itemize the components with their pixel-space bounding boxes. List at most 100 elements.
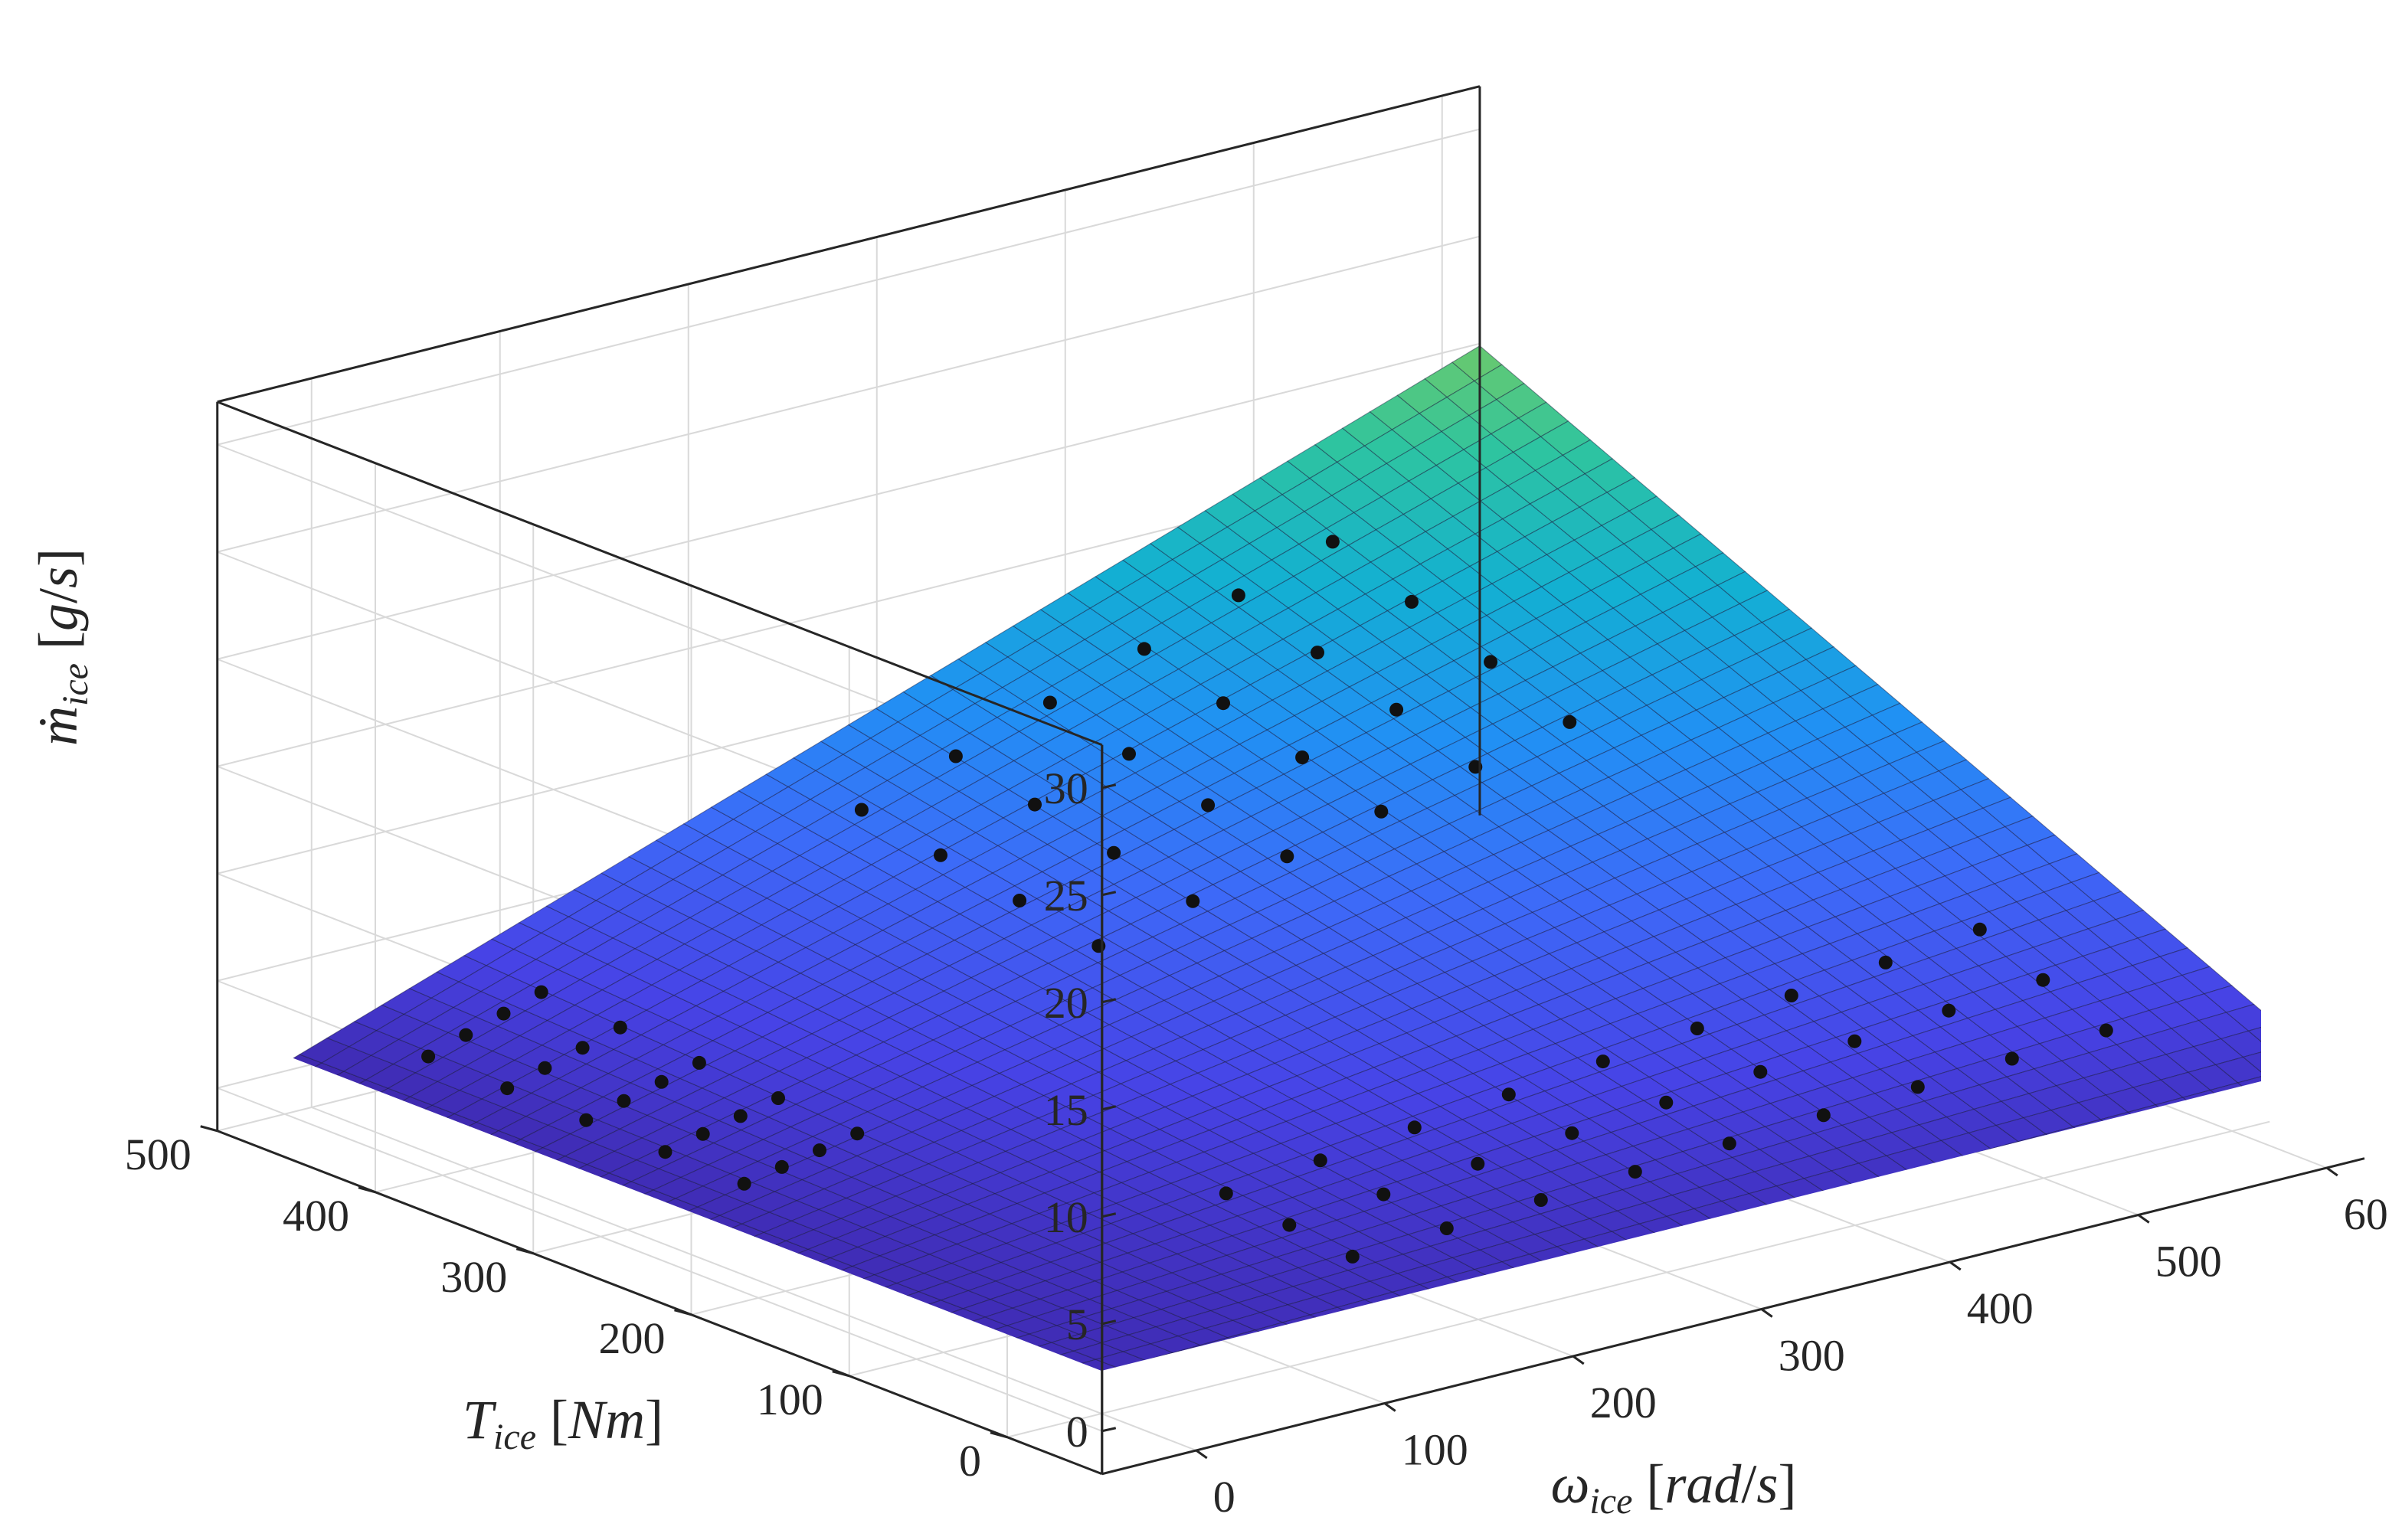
surface-patch [1550, 1258, 1603, 1279]
grid-line [217, 1087, 1103, 1432]
surface-patch [1468, 1280, 1520, 1300]
scatter-point [692, 1055, 706, 1070]
surface-patch [1798, 1192, 1850, 1215]
z-tick-mark [1101, 1212, 1117, 1218]
surface-patch [464, 1153, 517, 1176]
surface-patch [1270, 1349, 1324, 1367]
surface-patch [730, 1251, 783, 1272]
z-tick-label: 30 [1044, 763, 1088, 813]
surface-patch [415, 1159, 467, 1182]
surface-patch [1783, 627, 1834, 660]
surface-patch [1687, 1221, 1740, 1244]
surface-patch [1330, 1317, 1383, 1336]
scatter-point [1313, 1153, 1327, 1168]
surface-patch [862, 1300, 915, 1320]
surface-patch [1435, 1306, 1487, 1326]
y-tick-label: 400 [283, 1191, 349, 1241]
surface-patch [1957, 1171, 2009, 1195]
z-tick-mark [1101, 1105, 1117, 1111]
surface-patch [309, 1095, 362, 1120]
scatter-point [1910, 1080, 1925, 1094]
surface-patch [1938, 759, 1990, 790]
surface-patch [2039, 1149, 2091, 1175]
x-tick-label: 200 [1590, 1378, 1657, 1427]
surface-patch [1819, 1207, 1872, 1230]
surface-patch [1770, 1199, 1822, 1222]
y-tick-label: 0 [959, 1436, 981, 1486]
surface-patch [2242, 1048, 2261, 1076]
scatter-point [1847, 1034, 1862, 1048]
scatter-point [1216, 696, 1230, 711]
surface-patch [2122, 1128, 2174, 1154]
x-tick-mark [1760, 1308, 1773, 1318]
y-axis-line [217, 1130, 1103, 1476]
scatter-point [1595, 1054, 1610, 1069]
scatter-point [1439, 1221, 1454, 1235]
scatter-point [774, 1159, 789, 1174]
surface-patch [1606, 476, 1658, 512]
surface-patch [1743, 1207, 1795, 1229]
scatter-point [850, 1126, 865, 1141]
surface-patch [2137, 928, 2189, 957]
scatter-point [1659, 1095, 1674, 1110]
y-tick-label: 200 [599, 1313, 666, 1363]
scatter-point [2099, 1023, 2113, 1038]
surface-patch [2247, 1022, 2261, 1051]
scatter-point [2036, 973, 2050, 987]
scatter-point [1405, 594, 1419, 609]
surface-patch [1710, 1235, 1762, 1257]
scatter-point [1533, 1193, 1548, 1207]
surface-patch [354, 1111, 407, 1136]
scatter-point [1484, 655, 1498, 669]
z-tick-mark [1101, 1319, 1117, 1326]
scatter-points [421, 535, 2113, 1264]
surface-patch [2149, 1121, 2201, 1147]
surface-patch [1303, 1324, 1356, 1343]
grid-line [217, 128, 1481, 446]
surface-patch [1600, 1264, 1652, 1284]
surface-patch [641, 1218, 694, 1240]
scatter-point [1201, 798, 1216, 813]
surface-patch [1871, 702, 1923, 734]
x-tick-label: 600 [2344, 1189, 2389, 1239]
scatter-point [813, 1143, 826, 1158]
surface-patch [1584, 458, 1636, 493]
z-tick-label: 15 [1044, 1085, 1088, 1135]
scatter-point [538, 1061, 552, 1075]
surface-patch [1058, 1391, 1108, 1407]
scatter-point [1722, 1136, 1736, 1151]
surface-patch [2204, 1107, 2256, 1133]
y-tick-mark [515, 1247, 534, 1255]
surface-patch [1605, 1244, 1658, 1265]
x-tick-label: 300 [1779, 1331, 1845, 1381]
scatter-point [1565, 1126, 1579, 1140]
surface-patch [1902, 1185, 1954, 1209]
scatter-point [733, 1109, 748, 1123]
surface-patch [1358, 1309, 1411, 1329]
surface-patch [398, 1128, 450, 1152]
scatter-point [1311, 646, 1324, 660]
surface-patch [725, 1270, 777, 1290]
scatter-point [695, 1126, 710, 1141]
surface-patch [1824, 1185, 1877, 1208]
surface-patch [1298, 1342, 1350, 1360]
surface-patch [1474, 364, 1525, 401]
surface-patch [266, 1078, 318, 1104]
scatter-point [654, 1074, 669, 1089]
scatter-point [534, 985, 548, 999]
z-tick-mark [1101, 891, 1117, 897]
box-edge [217, 85, 1481, 404]
scatter-point [2004, 1051, 2019, 1066]
x-tick-mark [2325, 1166, 2338, 1177]
scatter-point [1028, 797, 1042, 812]
scatter-point [1231, 588, 1245, 603]
y-tick-label: 100 [757, 1375, 823, 1424]
scatter-point [658, 1145, 673, 1159]
surface-patch [1632, 1236, 1685, 1258]
surface-patch [752, 1260, 804, 1280]
scatter-point [737, 1176, 751, 1191]
surface-patch [658, 1247, 711, 1267]
scatter-point [1690, 1022, 1704, 1035]
surface-patch [1216, 1363, 1268, 1371]
